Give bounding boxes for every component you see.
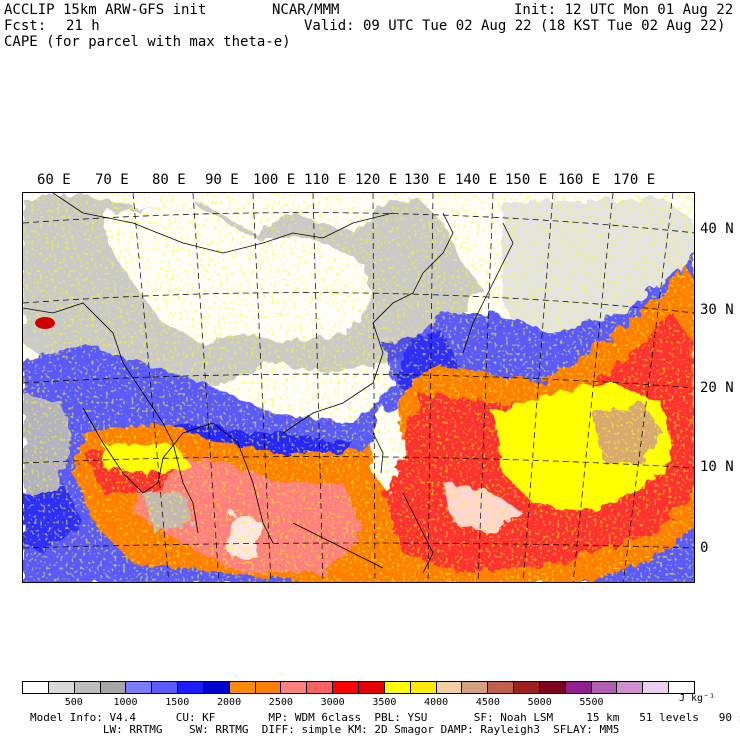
colorbar-tick-label: 1500 <box>165 697 190 708</box>
lon-label: 80 E <box>152 172 186 188</box>
colorbar-tick-label: 4000 <box>424 697 449 708</box>
colorbar-swatch <box>229 682 256 693</box>
cape-map <box>22 192 695 583</box>
colorbar-tick-label: 5500 <box>579 697 604 708</box>
cape-colorbar <box>22 681 695 694</box>
colorbar-swatch <box>178 682 204 693</box>
colorbar-swatch <box>384 682 411 693</box>
model-info-line-1: Model Info: V4.4 CU: KF MP: WDM 6class P… <box>30 711 740 724</box>
colorbar-swatch <box>565 682 592 693</box>
organization-label: NCAR/MMM <box>272 2 340 18</box>
colorbar-swatch <box>126 682 153 693</box>
colorbar-swatch <box>462 682 489 693</box>
colorbar-swatch <box>203 682 230 693</box>
colorbar-swatch <box>488 682 515 693</box>
lat-label: 40 N <box>700 221 734 237</box>
colorbar-tick-label: 2500 <box>268 697 293 708</box>
colorbar-swatch <box>669 682 694 693</box>
colorbar-swatch <box>281 682 308 693</box>
cape-field-svg <box>23 193 694 582</box>
colorbar-swatch <box>410 682 437 693</box>
field-title: CAPE (for parcel with max theta-e) <box>4 34 291 50</box>
colorbar-unit: J kg⁻¹ <box>679 693 716 704</box>
lat-label: 20 N <box>700 380 734 396</box>
colorbar-swatch <box>643 682 670 693</box>
lon-label: 120 E <box>355 172 398 188</box>
lon-label: 100 E <box>253 172 296 188</box>
lon-label: 70 E <box>95 172 129 188</box>
colorbar-swatch <box>514 682 540 693</box>
lat-label: 10 N <box>700 459 734 475</box>
colorbar-swatch <box>74 682 101 693</box>
colorbar-swatch <box>617 682 644 693</box>
model-title: ACCLIP 15km ARW-GFS init <box>4 2 207 18</box>
colorbar-tick-label: 5000 <box>527 697 552 708</box>
lon-label: 170 E <box>613 172 656 188</box>
colorbar-tick-label: 1000 <box>113 697 138 708</box>
lon-label: 150 E <box>505 172 548 188</box>
lat-label: 0 <box>700 540 709 556</box>
colorbar-swatch <box>539 682 566 693</box>
colorbar-tick-label: 4500 <box>475 697 500 708</box>
lat-label: 30 N <box>700 302 734 318</box>
colorbar-swatch <box>255 682 282 693</box>
model-info-line-2: LW: RRTMG SW: RRTMG DIFF: simple KM: 2D … <box>30 723 620 736</box>
colorbar-swatch <box>591 682 618 693</box>
init-time: Init: 12 UTC Mon 01 Aug 22 <box>514 2 734 18</box>
colorbar-tick-label: 2000 <box>217 697 242 708</box>
colorbar-swatch <box>23 682 49 693</box>
colorbar-swatch <box>333 682 359 693</box>
colorbar-tick-label: 3500 <box>372 697 397 708</box>
colorbar-swatch <box>358 682 385 693</box>
colorbar-tick-label: 500 <box>64 697 83 708</box>
lon-label: 90 E <box>205 172 239 188</box>
colorbar-swatch <box>48 682 75 693</box>
colorbar-swatch <box>436 682 463 693</box>
colorbar-swatch <box>100 682 127 693</box>
colorbar-swatch <box>152 682 179 693</box>
lon-label: 60 E <box>37 172 71 188</box>
forecast-hour: 21 h <box>66 18 100 34</box>
forecast-label: Fcst: <box>4 18 47 34</box>
lon-label: 140 E <box>455 172 498 188</box>
lon-label: 130 E <box>404 172 447 188</box>
colorbar-tick-label: 3000 <box>320 697 345 708</box>
lon-label: 160 E <box>558 172 601 188</box>
lon-label: 110 E <box>304 172 347 188</box>
colorbar-swatch <box>307 682 334 693</box>
valid-time: Valid: 09 UTC Tue 02 Aug 22 (18 KST Tue … <box>304 18 726 34</box>
